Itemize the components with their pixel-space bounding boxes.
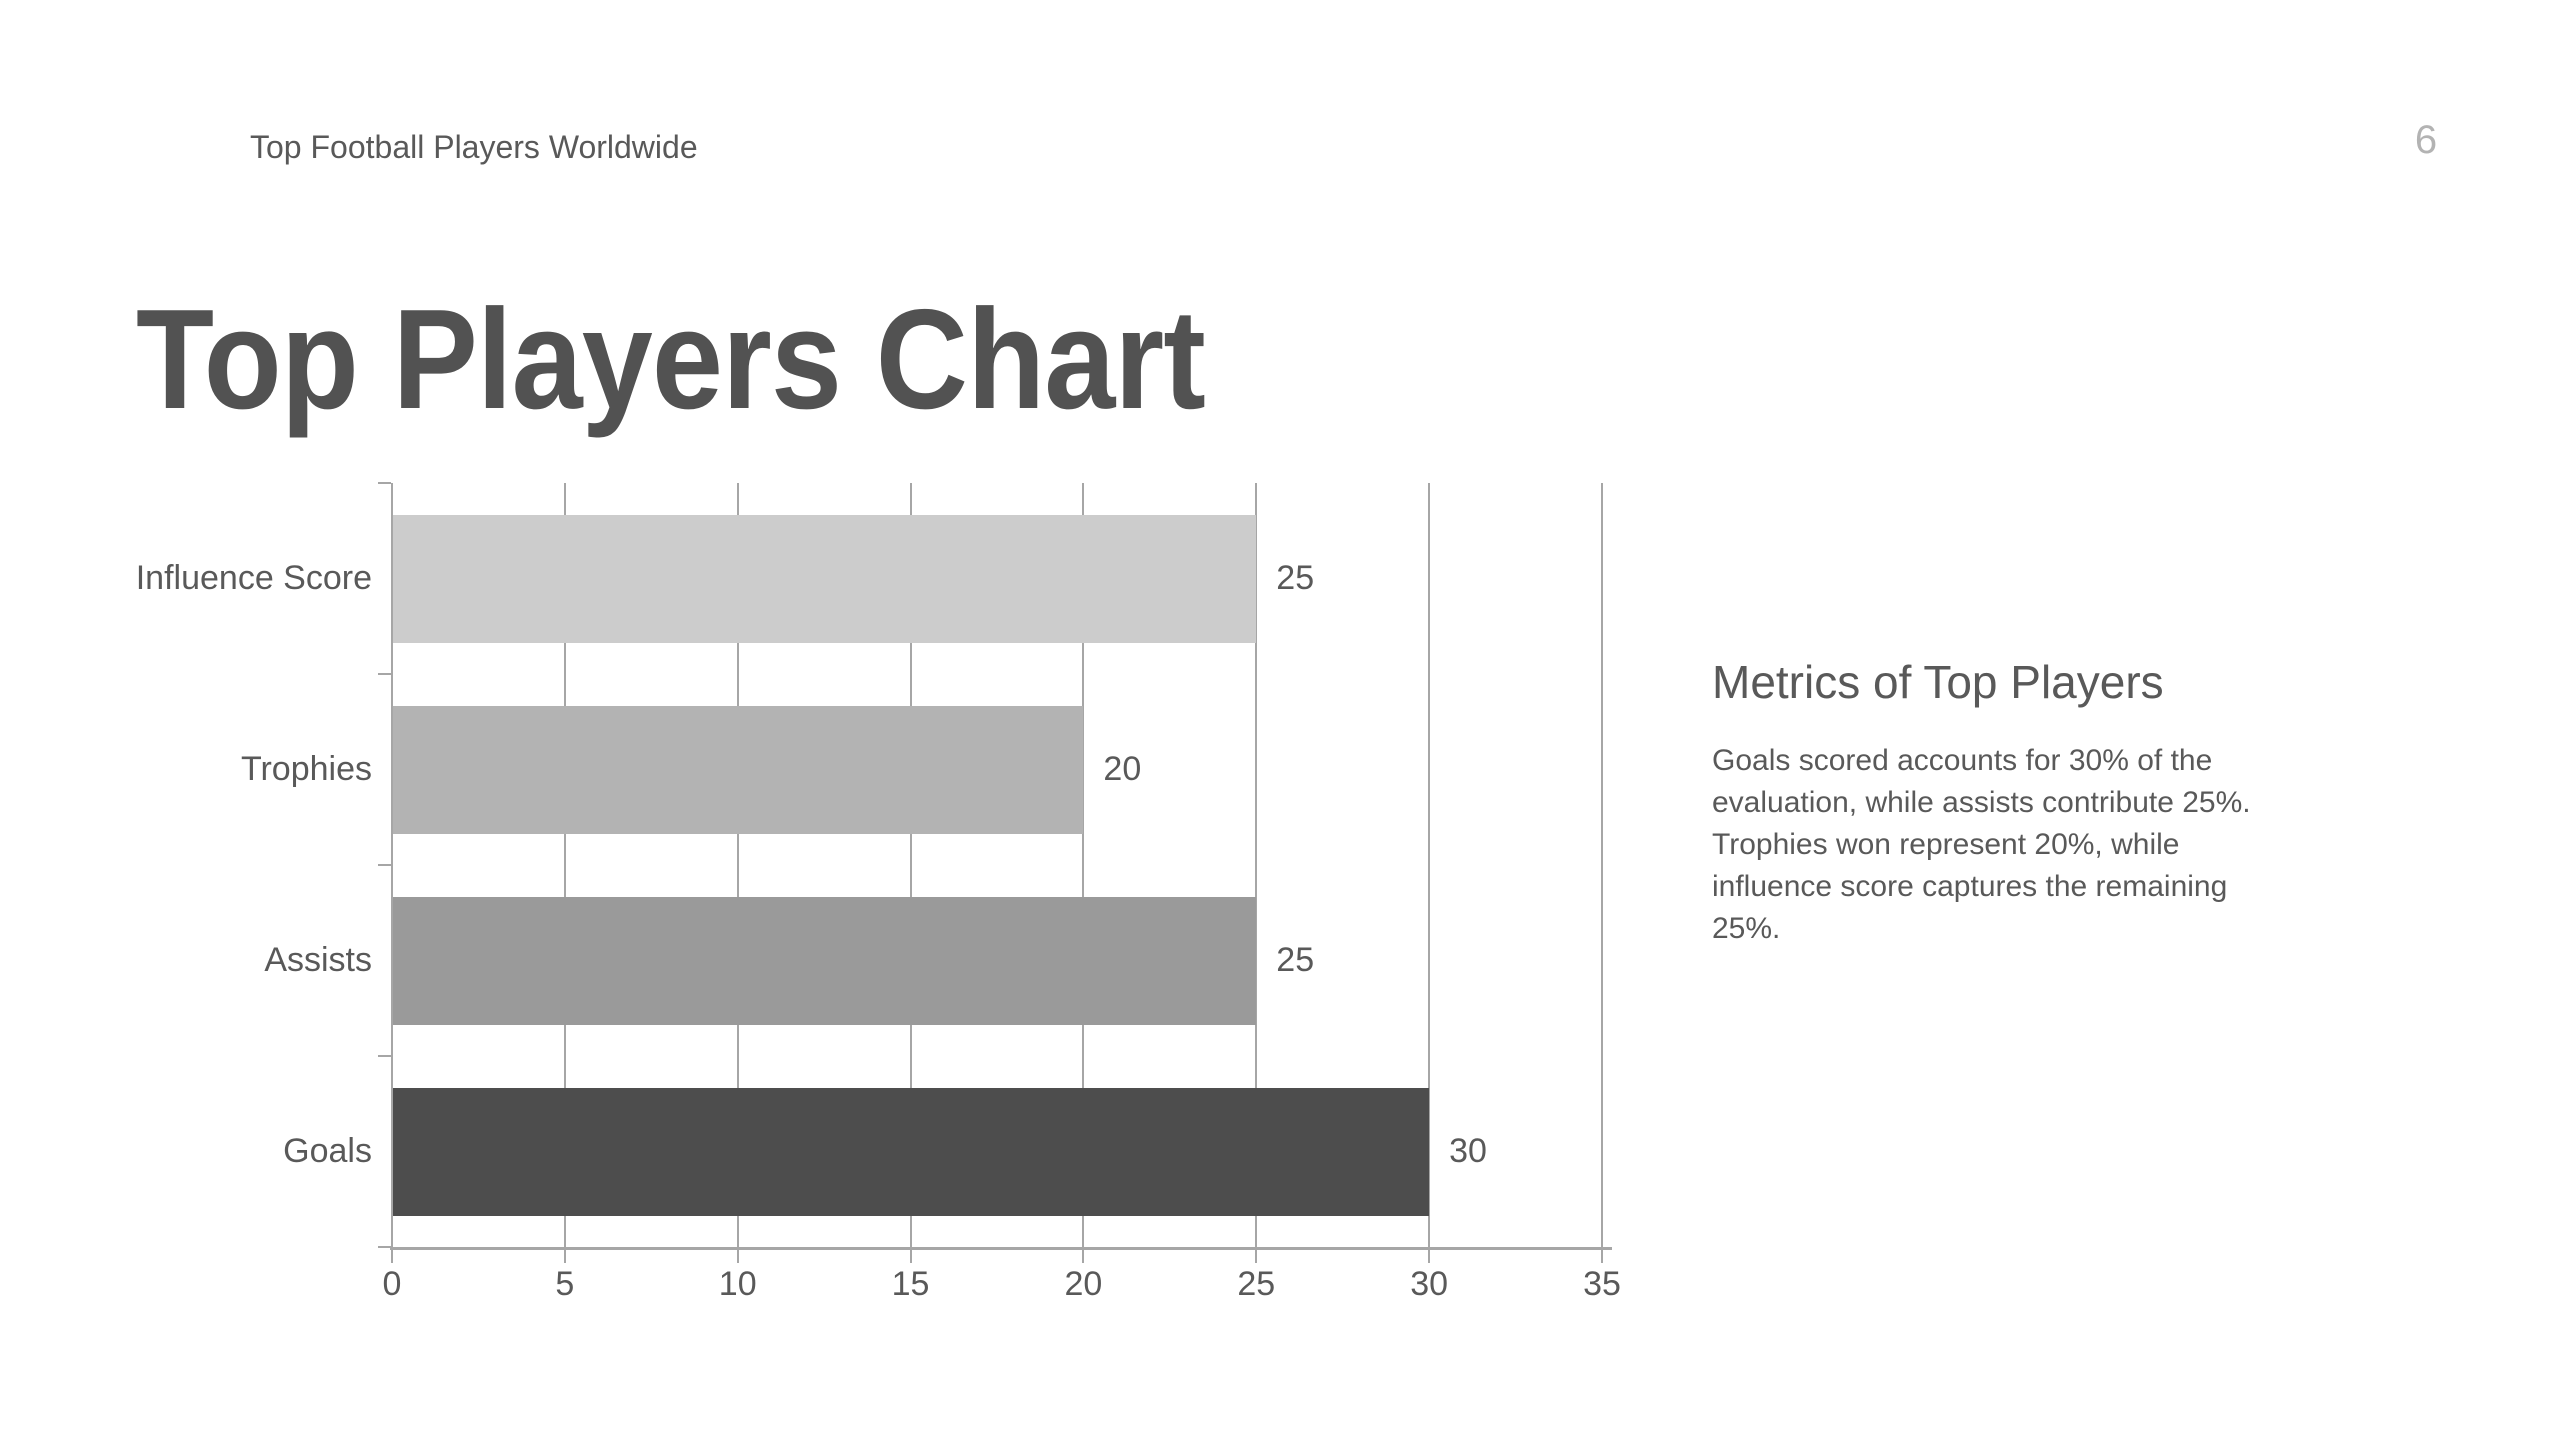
slide-title: Top Players Chart <box>136 280 1206 439</box>
x-tick-label-20: 20 <box>1064 1265 1103 1303</box>
y-tick-1 <box>378 673 391 675</box>
metrics-paragraph: Goals scored accounts for 30% of the eva… <box>1712 744 2251 945</box>
x-tick-label-0: 0 <box>382 1265 402 1303</box>
x-tick-label-15: 15 <box>891 1265 930 1303</box>
gridline-5 <box>563 483 566 1247</box>
x-tick-label-35: 35 <box>1583 1265 1621 1303</box>
x-tick-35 <box>1601 1250 1603 1263</box>
value-label-goals: 30 <box>1449 1132 1487 1170</box>
x-tick-5 <box>563 1250 566 1263</box>
bar-influence-score <box>392 514 1257 643</box>
x-tick-label-25: 25 <box>1237 1265 1276 1303</box>
x-tick-30 <box>1428 1250 1431 1263</box>
x-tick-15 <box>909 1250 912 1263</box>
category-label-goals: Goals <box>283 1132 372 1170</box>
bar-assists <box>392 896 1257 1025</box>
x-tick-0 <box>391 1250 393 1263</box>
value-label-influence-score: 25 <box>1276 559 1315 597</box>
category-label-trophies: Trophies <box>240 750 372 788</box>
y-tick-0 <box>378 482 391 484</box>
x-tick-label-30: 30 <box>1410 1265 1449 1303</box>
x-tick-20 <box>1082 1250 1085 1263</box>
metrics-heading: Metrics of Top Players <box>1712 656 2164 708</box>
slide-page-number: 6 <box>2414 118 2438 162</box>
bar-goals <box>392 1087 1430 1216</box>
y-tick-3 <box>378 1055 391 1057</box>
gridline-20 <box>1082 483 1085 1247</box>
y-tick-2 <box>378 864 391 866</box>
x-tick-label-5: 5 <box>555 1265 575 1303</box>
bar-trophies <box>392 705 1084 834</box>
slide-header-text: Top Football Players Worldwide <box>250 129 698 165</box>
gridline-30 <box>1428 483 1431 1247</box>
y-tick-4 <box>378 1246 391 1248</box>
value-label-assists: 25 <box>1276 941 1315 979</box>
value-label-trophies: 20 <box>1103 750 1142 788</box>
category-label-influence-score: Influence Score <box>135 559 372 597</box>
gridline-25 <box>1255 483 1258 1247</box>
gridline-10 <box>736 483 739 1247</box>
gridline-15 <box>909 483 912 1247</box>
x-tick-25 <box>1255 1250 1258 1263</box>
y-axis-line <box>391 483 393 1247</box>
gridline-35 <box>1601 483 1603 1247</box>
x-tick-label-10: 10 <box>718 1265 757 1303</box>
x-tick-10 <box>736 1250 739 1263</box>
x-axis-line <box>390 1247 1612 1250</box>
category-label-assists: Assists <box>264 941 372 979</box>
